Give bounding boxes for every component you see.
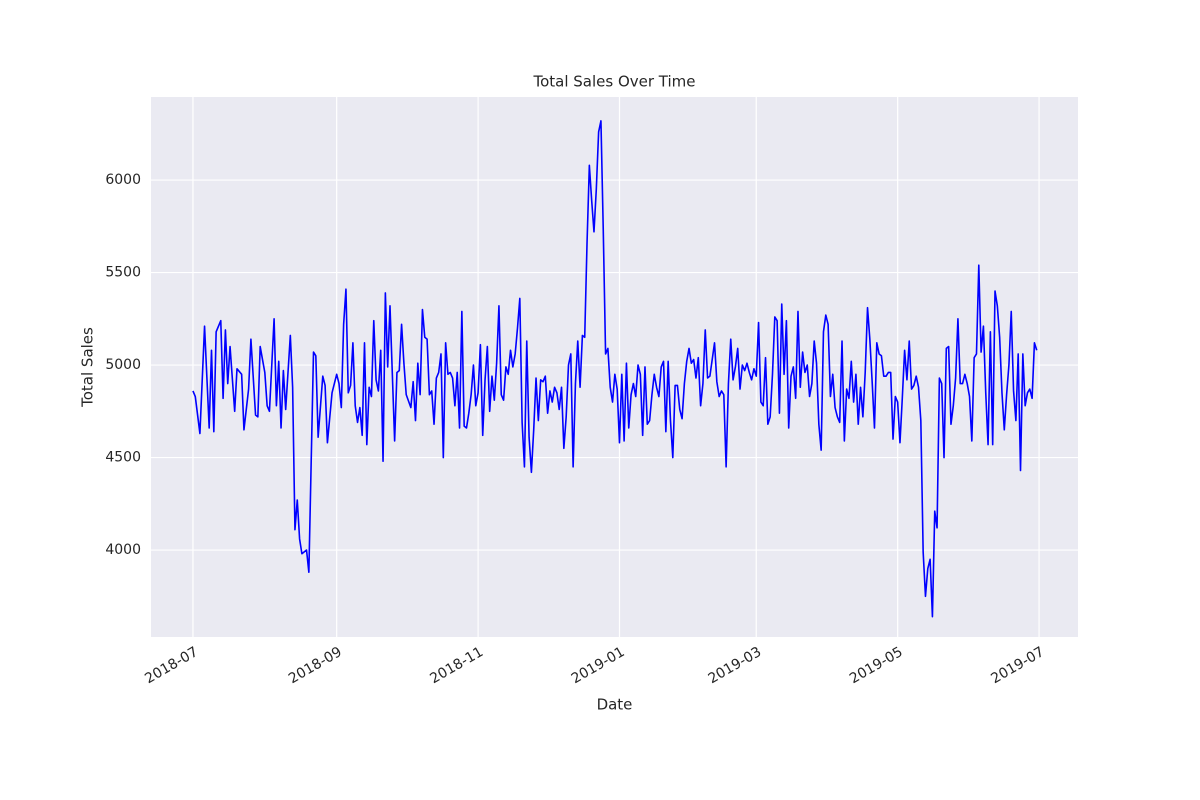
data-line [192,120,1038,618]
x-tick-label: 2019-07 [988,644,1047,687]
x-axis-label: Date [597,696,633,714]
x-tick-label: 2019-03 [706,644,765,687]
x-tick-label: 2018-07 [142,644,201,687]
x-tick-label: 2018-11 [427,644,486,687]
y-tick-label: 5500 [105,265,141,281]
plot-area [151,97,1078,637]
y-tick-label: 5000 [105,357,141,373]
y-tick-label: 4000 [105,542,141,558]
y-axis-label: Total Sales [79,327,97,408]
chart-title: Total Sales Over Time [532,73,695,91]
grid [151,97,1078,637]
x-tick-label: 2018-09 [286,644,345,687]
y-tick-label: 6000 [105,172,141,188]
x-tick-label: 2019-01 [569,644,628,687]
x-tick-label: 2019-05 [847,644,906,687]
y-tick-label: 4500 [105,450,141,466]
